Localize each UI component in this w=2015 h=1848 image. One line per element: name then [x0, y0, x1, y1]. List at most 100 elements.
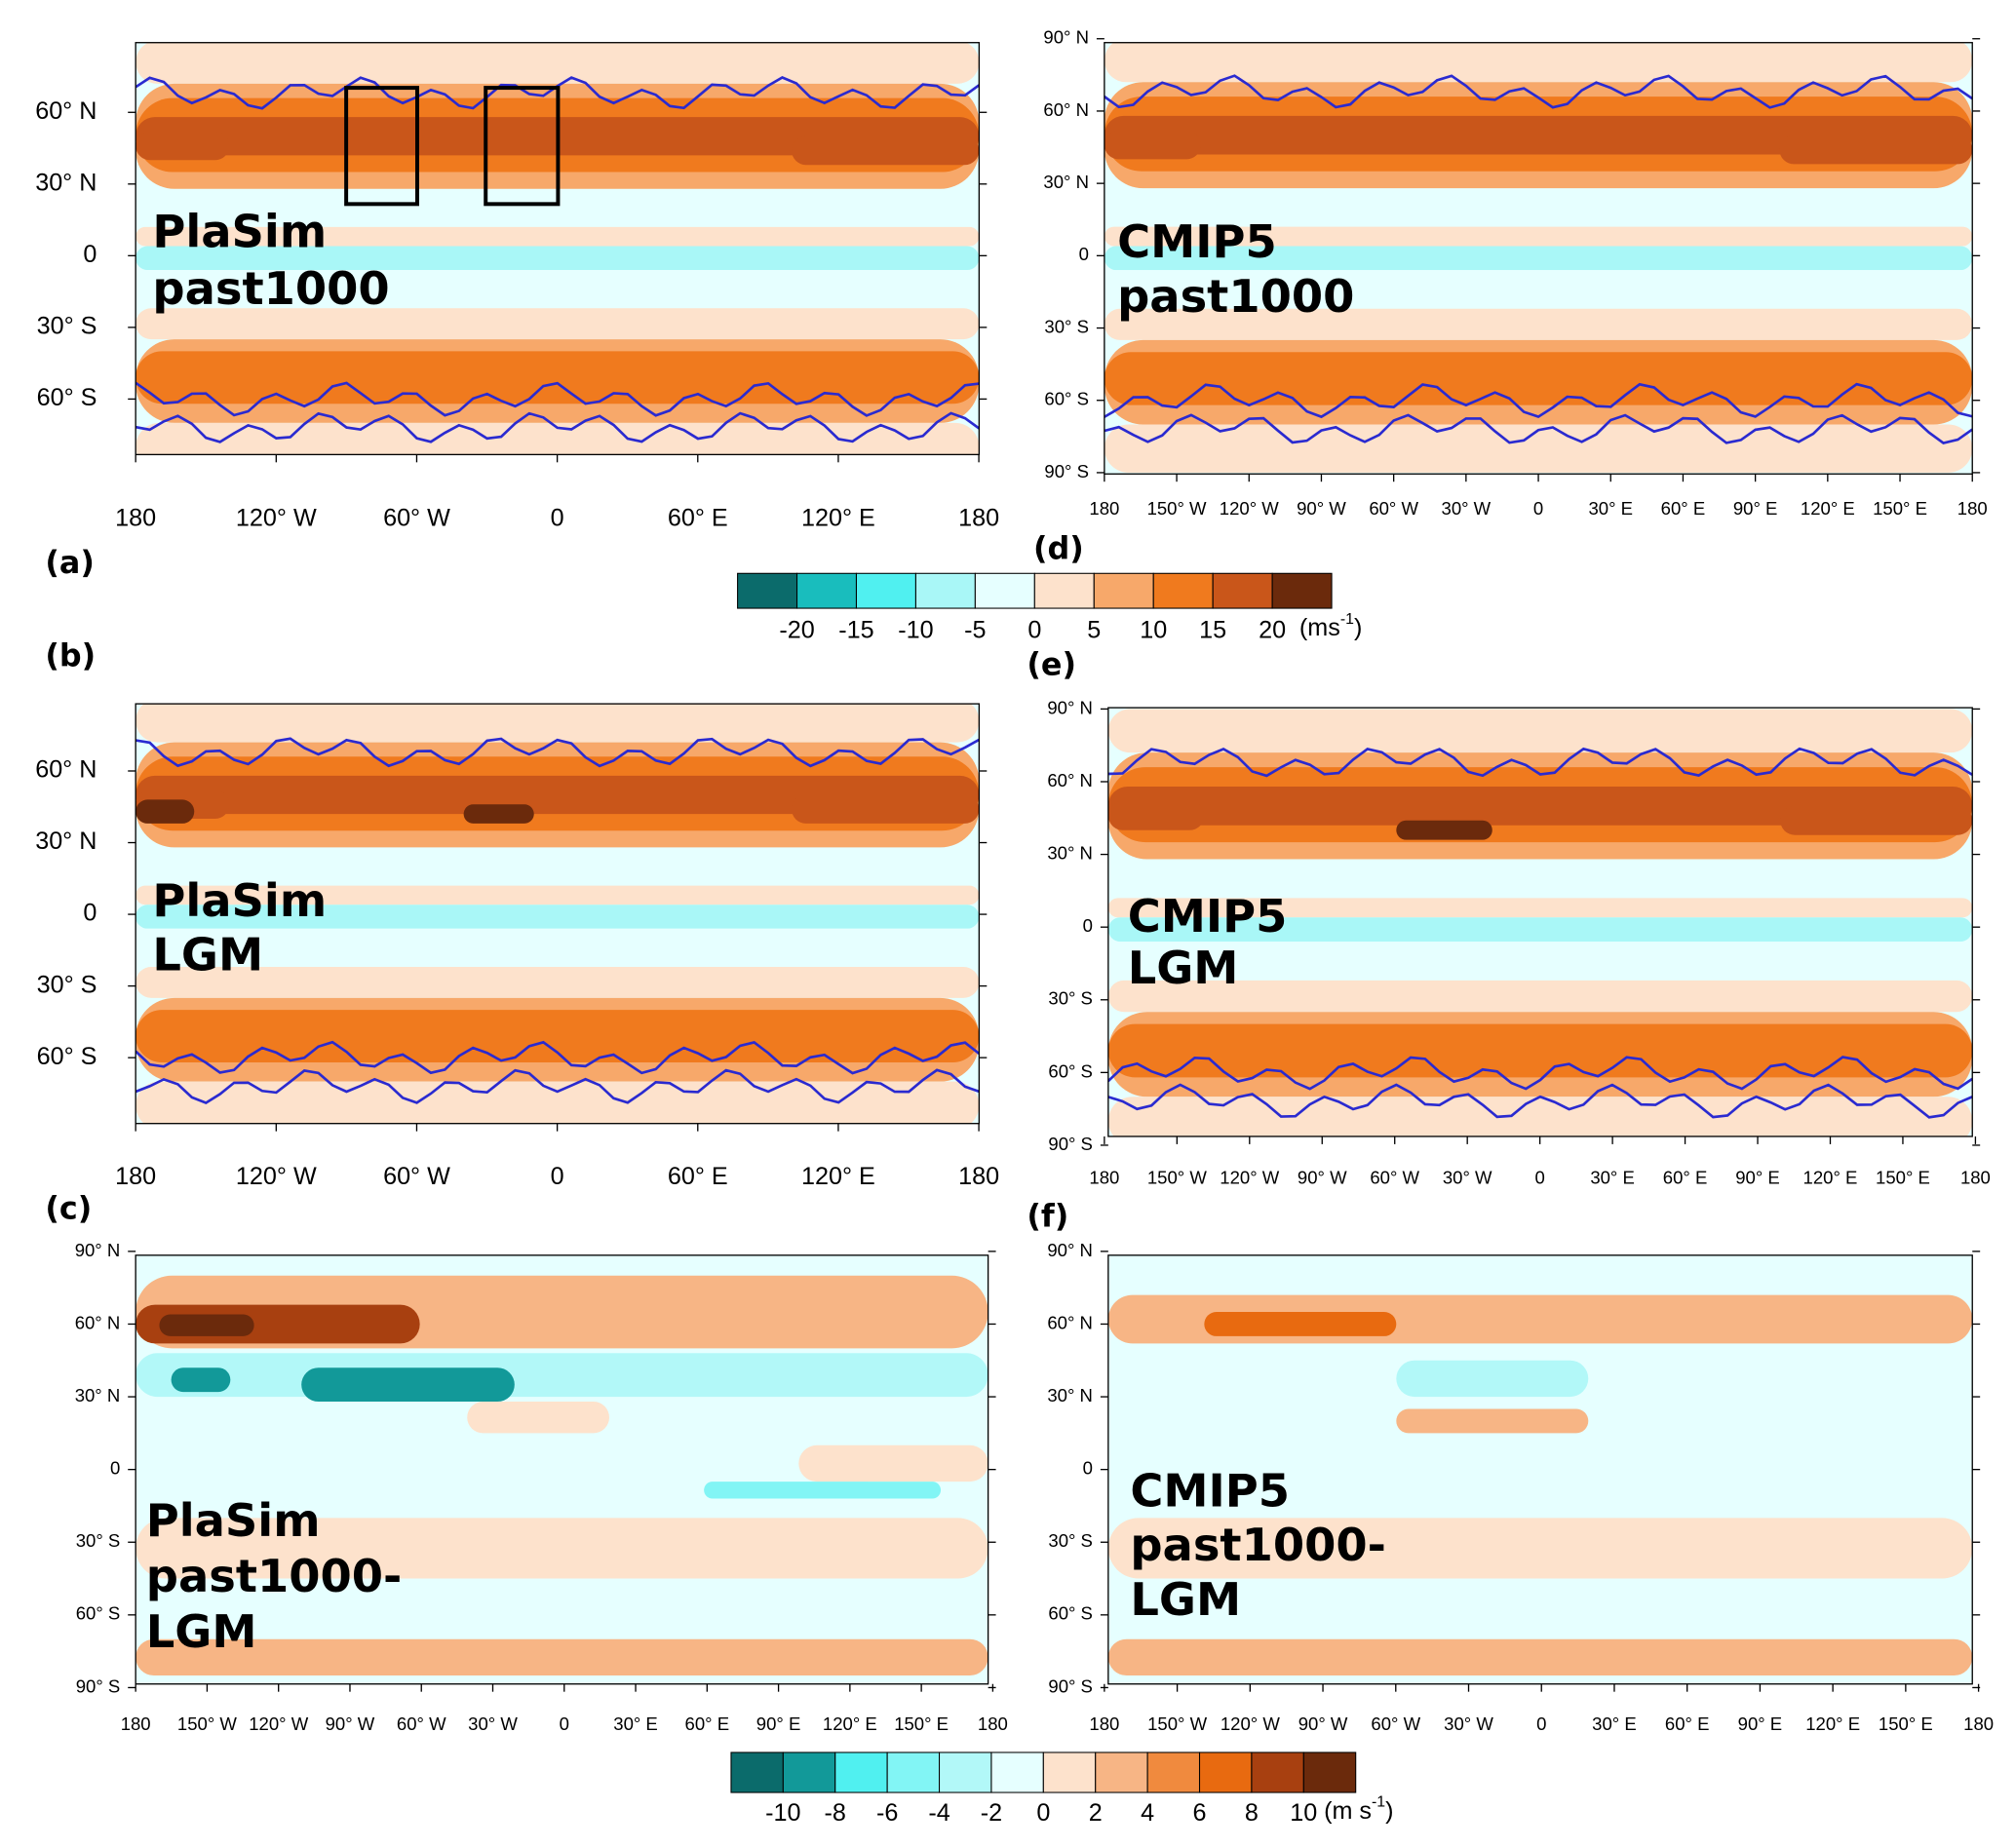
lon-tick-label: 90° W [326, 1713, 375, 1734]
colorbar-swatch [1042, 1752, 1097, 1793]
lon-tick-label: 180 [1089, 1168, 1119, 1188]
wind-band [159, 1314, 254, 1336]
lon-tick-label: 90° E [1733, 498, 1778, 519]
colorbar-tick-label: 15 [1199, 617, 1226, 644]
panel-title: past1000- [1130, 1519, 1386, 1571]
lat-tick-label: 60° N [35, 756, 97, 784]
colorbar-swatch [990, 1752, 1044, 1793]
ice-edge [136, 411, 980, 443]
panel-label: (f) [1027, 1198, 1068, 1234]
wind-band [136, 131, 230, 161]
wind-band [1396, 1408, 1589, 1434]
colorbar-tick-label: 8 [1245, 1799, 1259, 1827]
lon-tick-label: 120° E [1805, 1713, 1860, 1734]
lat-tick-label: 60° S [1044, 389, 1089, 409]
lon-tick-label: 180 [115, 504, 156, 531]
lon-tick-label: 60° E [668, 504, 728, 531]
wind-band [1107, 800, 1205, 830]
panel-label: (d) [1033, 530, 1084, 566]
wind-band [136, 1081, 980, 1124]
lon-tick-label: 120° E [801, 1163, 875, 1190]
colorbar-swatch [782, 1752, 836, 1793]
panel-title: past1000 [152, 262, 389, 315]
colorbar-swatch [1271, 572, 1333, 609]
ice-edge [1104, 74, 1973, 109]
colorbar-swatch [1146, 1752, 1201, 1793]
lon-tick-label: 180 [1089, 498, 1119, 519]
lon-tick-label: 120° W [249, 1713, 308, 1734]
lon-tick-label: 60° W [1370, 1168, 1419, 1188]
wind-band [1104, 352, 1973, 405]
lon-tick-label: 120° E [1803, 1168, 1858, 1188]
wind-band [136, 905, 980, 929]
panel-title: PlaSim [152, 874, 327, 927]
colorbar-tick-label: 4 [1141, 1799, 1154, 1827]
lon-tick-label: 180 [121, 1713, 151, 1734]
wind-band [1107, 942, 1973, 961]
lat-tick-label: 30° N [35, 169, 97, 196]
region-box [344, 86, 419, 207]
lon-tick-label: 60° E [685, 1713, 730, 1734]
wind-band [136, 246, 980, 271]
lon-tick-label: 120° E [1801, 498, 1855, 519]
unit-base: (m s [1324, 1797, 1372, 1825]
wind-band [171, 1367, 231, 1393]
colorbar-swatch [939, 1752, 992, 1793]
wind-band [136, 42, 980, 84]
lon-tick-label: 120° W [1220, 498, 1279, 519]
colorbar-tick-label: 6 [1193, 1799, 1207, 1827]
lon-tick-label: 120° W [1220, 1168, 1279, 1188]
colorbar-tick-label: 5 [1087, 617, 1101, 644]
lon-tick-label: 180 [978, 1713, 1008, 1734]
lon-tick-label: 30° E [1590, 1168, 1635, 1188]
colorbar-swatch [914, 572, 976, 609]
lat-tick-label: 30° S [76, 1530, 121, 1551]
lat-tick-label: 30° N [1043, 172, 1089, 192]
lat-tick-label: 30° S [1048, 1530, 1093, 1551]
colorbar-swatch [1033, 572, 1095, 609]
lon-tick-label: 150° E [894, 1713, 949, 1734]
lon-tick-label: 90° E [756, 1713, 801, 1734]
colorbar-tick-label: -6 [876, 1799, 898, 1827]
lat-tick-label: 60° S [1048, 1060, 1093, 1081]
lat-tick-label: 90° N [1047, 1240, 1093, 1260]
wind-band [1107, 786, 1973, 826]
unit-base: (ms [1299, 614, 1340, 641]
lon-tick-label: 0 [551, 504, 564, 531]
lat-tick-label: 60° S [1048, 1603, 1093, 1624]
lat-tick-label: 60° S [76, 1603, 121, 1624]
wind-band [1204, 1312, 1397, 1336]
lon-tick-label: 120° W [236, 504, 317, 531]
lon-tick-label: 0 [1533, 498, 1543, 519]
lat-tick-label: 0 [83, 900, 97, 927]
panel-label: (a) [45, 545, 95, 581]
lon-tick-label: 180 [958, 1163, 999, 1190]
wind-band [136, 966, 980, 998]
wind-band [1779, 135, 1973, 165]
colorbar-swatch [1198, 1752, 1253, 1793]
wind-band [1780, 805, 1973, 835]
panel-title: LGM [1130, 1573, 1241, 1626]
colorbar-unit: (m s-1) [1324, 1794, 1393, 1825]
lon-tick-label: 150° W [1147, 498, 1207, 519]
colorbar-tick-label: 0 [1027, 617, 1041, 644]
colorbar-swatch [1093, 572, 1154, 609]
lon-tick-label: 30° E [1592, 1713, 1637, 1734]
lat-tick-label: 90° S [1048, 1675, 1093, 1696]
lat-tick-label: 90° N [1047, 697, 1093, 717]
map [136, 1254, 988, 1684]
lon-tick-label: 180 [115, 1163, 156, 1190]
panel-label: (c) [45, 1190, 92, 1226]
wind-band [136, 1010, 980, 1063]
lon-tick-label: 150° E [1873, 498, 1927, 519]
colorbar-swatch [1152, 572, 1214, 609]
lat-tick-label: 90° N [75, 1240, 121, 1260]
lon-tick-label: 90° E [1738, 1713, 1783, 1734]
panel-title: past1000- [146, 1550, 403, 1602]
panel-title: PlaSim [146, 1494, 321, 1547]
panel-label: (e) [1027, 647, 1076, 683]
lat-tick-label: 60° N [35, 97, 97, 125]
colorbar-swatch [834, 1752, 888, 1793]
wind-band [1107, 1023, 1973, 1078]
